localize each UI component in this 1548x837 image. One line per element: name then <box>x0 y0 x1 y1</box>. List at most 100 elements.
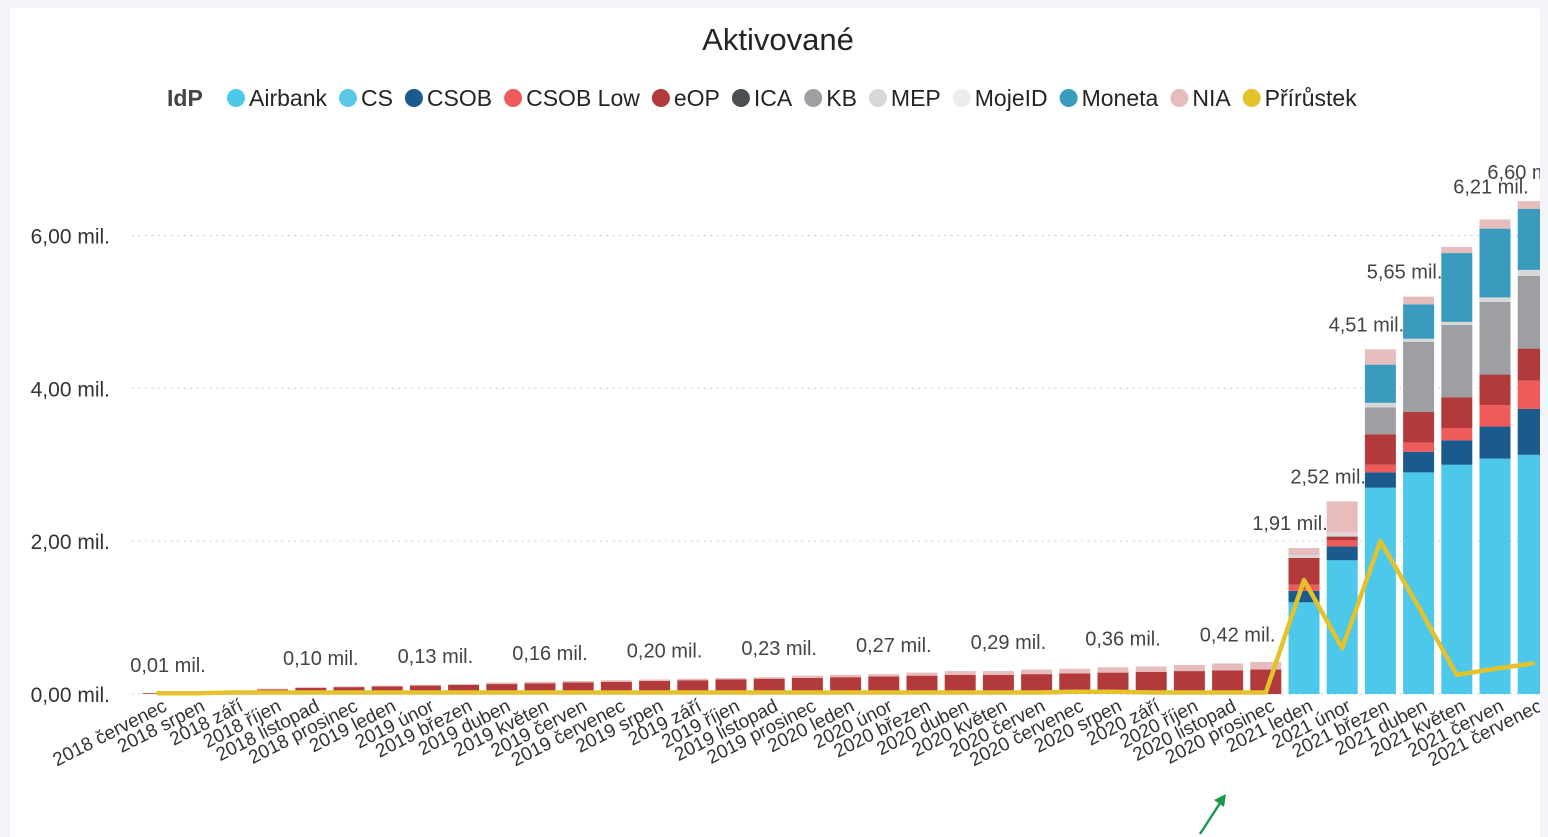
bar-segment-nia[interactable] <box>677 678 709 681</box>
bar-segment-csob[interactable] <box>1288 590 1320 603</box>
bar-stack[interactable] <box>1517 201 1540 694</box>
increment-point[interactable] <box>920 690 924 695</box>
bar-segment-nia[interactable] <box>295 687 327 688</box>
bar-segment-eop[interactable] <box>1403 412 1435 443</box>
bar-segment-eop[interactable] <box>906 675 938 694</box>
bar-stack[interactable] <box>982 671 1014 694</box>
bar-segment-kb[interactable] <box>1441 324 1473 398</box>
increment-point[interactable] <box>194 691 199 696</box>
bar-segment-nia[interactable] <box>753 677 785 679</box>
bar-segment-nia[interactable] <box>409 684 441 686</box>
increment-point[interactable] <box>423 690 428 695</box>
bar-segment-eop[interactable] <box>448 684 480 694</box>
bar-segment-nia[interactable] <box>944 671 976 675</box>
increment-point[interactable] <box>576 690 581 695</box>
bar-segment-nia[interactable] <box>1326 501 1358 533</box>
bar-segment-csob[interactable] <box>1364 472 1396 488</box>
bar-segment-csob-low[interactable] <box>1517 380 1540 409</box>
legend-item[interactable]: MEP <box>868 85 941 111</box>
bar-segment-mep[interactable] <box>1326 532 1358 537</box>
bar-segment-mep[interactable] <box>1288 554 1320 558</box>
bar-stack[interactable] <box>1097 667 1129 694</box>
increment-point[interactable] <box>1454 672 1459 677</box>
bar-stack[interactable] <box>562 681 594 694</box>
increment-point[interactable] <box>652 690 657 695</box>
bar-segment-eop[interactable] <box>409 685 441 694</box>
bar-stack[interactable] <box>753 677 785 694</box>
bar-stack[interactable] <box>1441 246 1473 694</box>
increment-point[interactable] <box>1340 646 1345 651</box>
bar-segment-moneta[interactable] <box>1441 253 1473 322</box>
bar-segment-eop[interactable] <box>753 678 785 694</box>
bar-segment-eop[interactable] <box>1059 673 1091 694</box>
bar-stack[interactable] <box>1479 219 1511 694</box>
increment-point[interactable] <box>1378 539 1383 544</box>
increment-point[interactable] <box>843 690 848 695</box>
increment-point[interactable] <box>461 690 466 695</box>
bar-segment-eop[interactable] <box>1021 674 1053 694</box>
bar-segment-mep[interactable] <box>1517 269 1540 277</box>
bar-segment-csob[interactable] <box>1326 546 1358 561</box>
bar-segment-nia[interactable] <box>1097 667 1129 673</box>
bar-segment-nia[interactable] <box>524 681 556 684</box>
bar-segment-airbank[interactable] <box>1403 472 1435 694</box>
legend-item[interactable]: Přírůstek <box>1242 85 1358 111</box>
bar-segment-nia[interactable] <box>1364 349 1396 365</box>
bar-stack[interactable] <box>830 674 862 694</box>
bar-segment-nia[interactable] <box>1212 663 1244 671</box>
bar-stack[interactable] <box>1059 668 1091 694</box>
bar-segment-csob-low[interactable] <box>1479 405 1511 427</box>
bar-segment-nia[interactable] <box>562 681 594 683</box>
bar-stack[interactable] <box>1403 296 1435 694</box>
bar-segment-eop[interactable] <box>562 682 594 694</box>
increment-point[interactable] <box>881 690 886 695</box>
bar-segment-kb[interactable] <box>1479 301 1511 375</box>
bar-segment-airbank[interactable] <box>1288 602 1320 694</box>
bar-segment-mep[interactable] <box>1441 321 1473 325</box>
bar-stack[interactable] <box>1212 663 1244 694</box>
increment-point[interactable] <box>156 691 160 696</box>
bar-segment-nia[interactable] <box>257 688 289 690</box>
bar-segment-csob-low[interactable] <box>1364 464 1396 473</box>
bar-segment-csob-low[interactable] <box>1326 540 1358 547</box>
increment-point[interactable] <box>690 690 695 695</box>
increment-point[interactable] <box>729 690 733 695</box>
bar-segment-eop[interactable] <box>1517 348 1540 381</box>
bar-stack[interactable] <box>791 675 823 694</box>
bar-segment-csob[interactable] <box>1403 451 1435 473</box>
bar-segment-nia[interactable] <box>486 682 518 685</box>
bar-segment-nia[interactable] <box>1250 661 1282 670</box>
bar-segment-eop[interactable] <box>1326 536 1358 541</box>
bar-stack[interactable] <box>1173 664 1205 694</box>
bar-segment-nia[interactable] <box>1517 201 1540 209</box>
bar-segment-nia[interactable] <box>1403 296 1435 305</box>
bar-segment-kb[interactable] <box>1364 407 1396 435</box>
bar-segment-moneta[interactable] <box>1364 364 1396 403</box>
bar-segment-nia[interactable] <box>371 685 403 687</box>
bar-stack[interactable] <box>1135 666 1167 694</box>
bar-segment-airbank[interactable] <box>1364 487 1396 694</box>
increment-point[interactable] <box>805 690 810 695</box>
bar-segment-moneta[interactable] <box>1517 208 1540 270</box>
legend-item[interactable]: CSOB <box>404 85 492 111</box>
increment-point[interactable] <box>538 690 542 695</box>
bar-stack[interactable] <box>868 674 900 694</box>
bar-segment-nia[interactable] <box>868 674 900 677</box>
bar-stack[interactable] <box>371 685 403 694</box>
bar-segment-eop[interactable] <box>1364 434 1396 465</box>
increment-point[interactable] <box>1416 604 1421 609</box>
bar-segment-eop[interactable] <box>982 674 1014 694</box>
bar-segment-csob[interactable] <box>1441 440 1473 465</box>
increment-point[interactable] <box>1072 689 1077 694</box>
bar-segment-kb[interactable] <box>1517 276 1540 349</box>
increment-point[interactable] <box>1111 689 1115 694</box>
increment-point[interactable] <box>270 690 275 695</box>
legend-item[interactable]: ICA <box>731 85 793 111</box>
bar-segment-airbank[interactable] <box>1517 454 1540 694</box>
bar-segment-eop[interactable] <box>524 683 556 694</box>
bar-stack[interactable] <box>944 671 976 694</box>
bar-segment-csob-low[interactable] <box>1403 442 1435 452</box>
bar-segment-eop[interactable] <box>486 684 518 694</box>
bar-segment-nia[interactable] <box>1173 664 1205 672</box>
bar-stack[interactable] <box>1288 548 1320 694</box>
